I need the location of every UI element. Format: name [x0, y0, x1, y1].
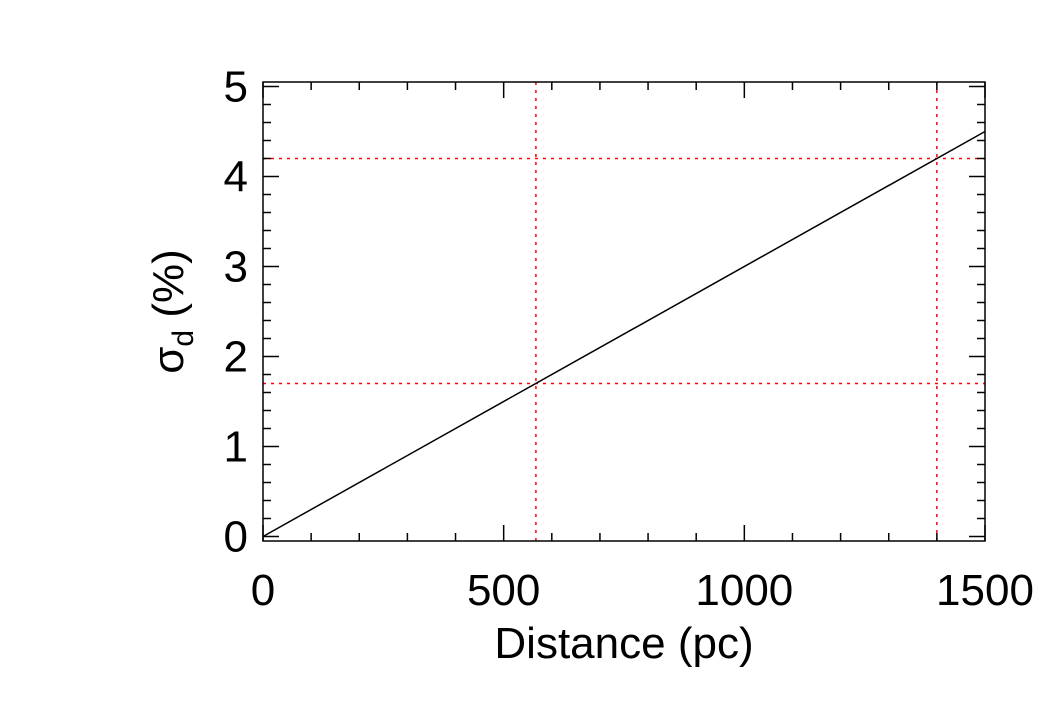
- y-tick-label: 1: [224, 423, 248, 472]
- y-tick-label: 0: [224, 513, 248, 562]
- x-tick-label: 500: [467, 566, 540, 615]
- x-tick-label: 0: [251, 566, 275, 615]
- tick-labels: 0 500 1000 1500 0 1 2 3 4 5: [224, 63, 1034, 616]
- series-layer: [262, 130, 986, 538]
- reference-lines: [263, 82, 985, 541]
- plot-frame: [262, 81, 986, 542]
- x-axis-title: Distance (pc): [494, 619, 753, 668]
- y-axis-suffix: (%): [144, 249, 193, 330]
- x-tick-label: 1000: [695, 566, 793, 615]
- series-line-1: [262, 130, 986, 538]
- y-tick-label: 5: [224, 63, 248, 112]
- y-axis-symbol: σ: [144, 347, 193, 374]
- y-axis-title: σd (%): [144, 249, 200, 374]
- y-tick-label: 3: [224, 243, 248, 292]
- y-tick-label: 4: [224, 153, 248, 202]
- x-tick-label: 1500: [936, 566, 1034, 615]
- y-tick-label: 2: [224, 333, 248, 382]
- tick-marks: [262, 82, 986, 541]
- y-axis-subscript: d: [167, 330, 200, 347]
